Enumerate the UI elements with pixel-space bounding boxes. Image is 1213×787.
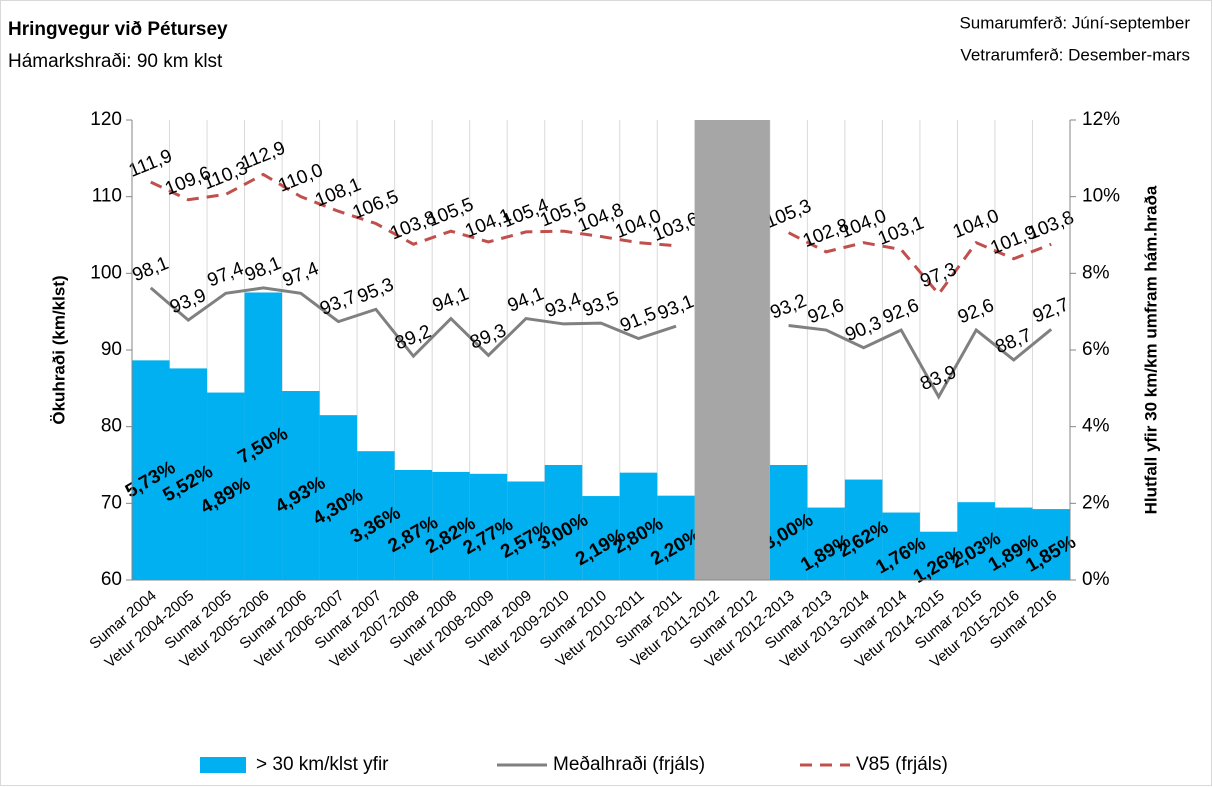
y-axis-title: Ökuhraði (km/klst) xyxy=(49,275,68,424)
y-tick-label: 80 xyxy=(101,416,122,437)
bar xyxy=(957,502,995,580)
y-tick-label: 70 xyxy=(101,492,122,513)
legend-swatch xyxy=(200,757,246,773)
bar xyxy=(169,368,208,580)
line xyxy=(150,172,1052,297)
bar xyxy=(394,469,433,580)
bar xyxy=(994,507,1033,580)
chart-subtitle: Hámarkshraði: 90 km klst xyxy=(8,51,223,72)
highlight-band xyxy=(694,120,770,580)
bar xyxy=(357,451,395,580)
y2-tick-label: 12% xyxy=(1082,109,1120,130)
bar xyxy=(582,496,620,580)
bar xyxy=(432,471,470,580)
bar xyxy=(469,473,508,580)
bar xyxy=(132,360,170,580)
y-tick-label: 60 xyxy=(101,569,122,590)
chart-title: Hringvegur við Pétursey xyxy=(8,19,228,40)
bar xyxy=(507,481,545,580)
bar xyxy=(882,512,920,580)
y2-tick-label: 10% xyxy=(1082,186,1120,207)
y-tick-label: 110 xyxy=(92,186,122,207)
bar xyxy=(1032,509,1070,580)
bar xyxy=(282,391,320,580)
y2-tick-label: 8% xyxy=(1082,262,1110,283)
y-tick-label: 100 xyxy=(90,262,122,283)
legend-label: Meðalhraði (frjáls) xyxy=(553,754,705,775)
bar xyxy=(544,465,583,580)
bar xyxy=(319,415,358,580)
bar xyxy=(244,292,283,580)
legend-label: V85 (frjáls) xyxy=(856,754,948,775)
y2-tick-label: 6% xyxy=(1082,339,1110,360)
legend-label: > 30 km/klst yfir xyxy=(256,754,389,775)
y-tick-label: 90 xyxy=(101,339,122,360)
bar xyxy=(769,465,808,580)
bar xyxy=(919,531,958,580)
note: Vetrarumferð: Desember-mars xyxy=(960,45,1190,64)
bar xyxy=(657,495,695,580)
line xyxy=(149,286,1053,400)
bar xyxy=(619,472,658,580)
bar xyxy=(807,507,845,580)
y2-axis-title: Hlutfall yfir 30 km/km umfram hám.hraða xyxy=(1141,185,1160,514)
y-tick-label: 120 xyxy=(90,109,122,130)
bar xyxy=(844,479,883,580)
y2-tick-label: 4% xyxy=(1082,416,1110,437)
bar xyxy=(207,392,245,580)
y2-tick-label: 0% xyxy=(1082,569,1110,590)
note: Sumarumferð: Júní-september xyxy=(959,13,1190,32)
y2-tick-label: 2% xyxy=(1082,492,1110,513)
